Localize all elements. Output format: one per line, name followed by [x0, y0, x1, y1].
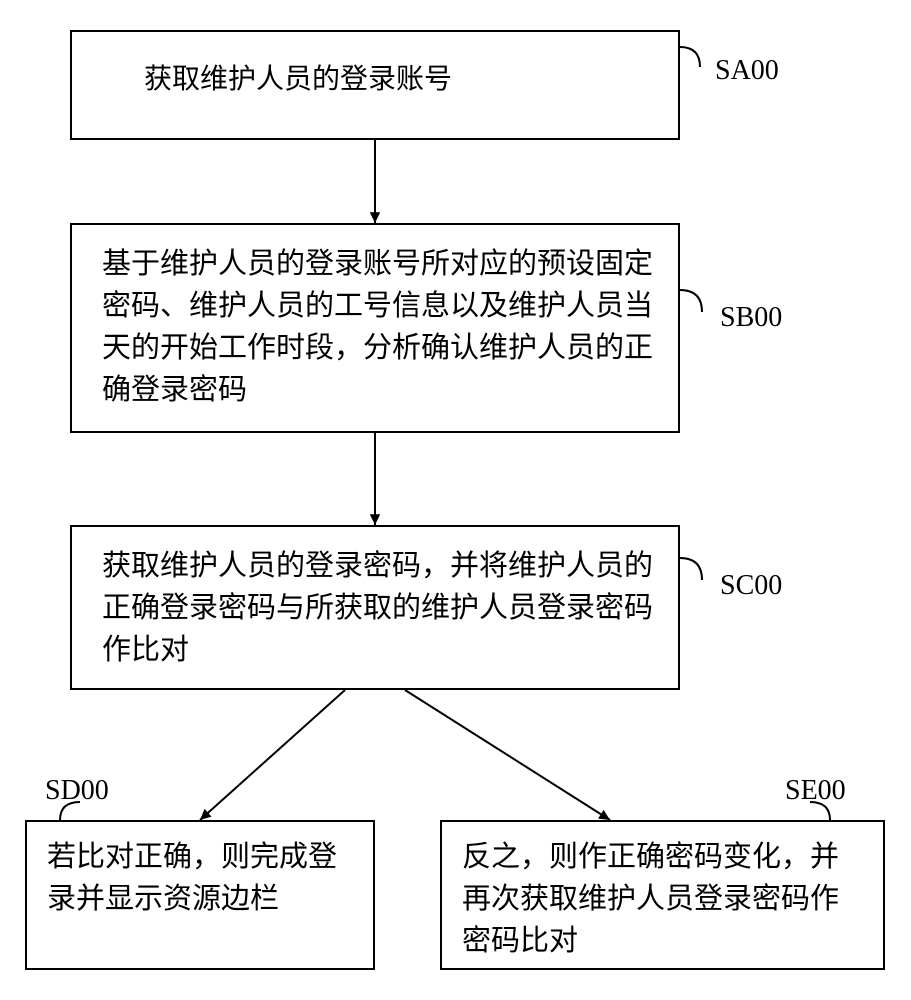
flow-node-SC00: 获取维护人员的登录密码，并将维护人员的正确登录密码与所获取的维护人员登录密码作比… [70, 525, 680, 690]
callout-line [675, 42, 705, 72]
flow-node-SA00: 获取维护人员的登录账号 [70, 30, 680, 140]
flow-node-SB00: 基于维护人员的登录账号所对应的预设固定密码、维护人员的工号信息以及维护人员当天的… [70, 223, 680, 433]
flow-node-label-SC00: SC00 [720, 570, 782, 602]
callout-line [675, 553, 707, 585]
callout-line [55, 797, 85, 825]
flow-node-label-SB00: SB00 [720, 302, 782, 334]
flow-node-label-SA00: SA00 [715, 55, 779, 87]
flow-edge [360, 428, 390, 540]
flow-node-text: 获取维护人员的登录密码，并将维护人员的正确登录密码与所获取的维护人员登录密码作比… [102, 545, 658, 671]
callout-line [675, 285, 707, 317]
flow-node-text: 反之，则作正确密码变化，并再次获取维护人员登录密码作密码比对 [462, 836, 863, 962]
flow-node-text: 若比对正确，则完成登录并显示资源边栏 [47, 836, 353, 920]
flow-edge [390, 685, 625, 835]
callout-line [805, 797, 835, 825]
flow-node-text: 基于维护人员的登录账号所对应的预设固定密码、维护人员的工号信息以及维护人员当天的… [102, 243, 658, 411]
flow-edge [185, 685, 360, 835]
flow-edge [360, 135, 390, 238]
flow-node-SD00: 若比对正确，则完成登录并显示资源边栏 [25, 820, 375, 970]
flow-node-text: 获取维护人员的登录账号 [144, 60, 452, 101]
flow-node-SE00: 反之，则作正确密码变化，并再次获取维护人员登录密码作密码比对 [440, 820, 885, 970]
